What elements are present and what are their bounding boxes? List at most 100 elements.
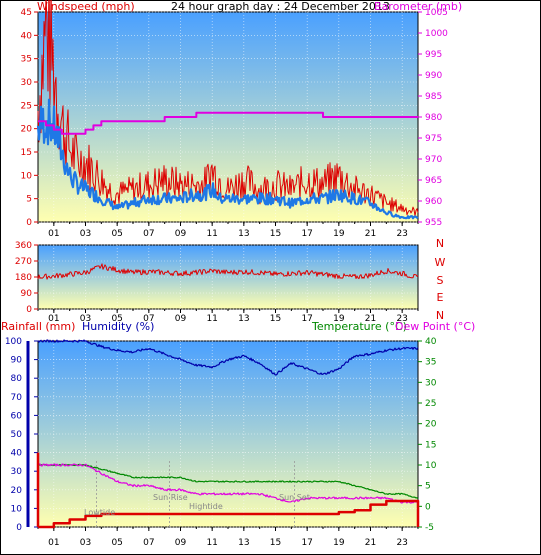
y2-tick-label: 15: [425, 440, 436, 450]
x-tick-label: 03: [80, 229, 91, 239]
y-tick-label: 45: [21, 8, 32, 18]
annotation-sunrise: Sun Rise: [153, 493, 188, 502]
x-tick-label: 15: [270, 538, 281, 548]
windspeed-axis-label: Windspeed (mph): [37, 0, 135, 13]
x-tick-label: 23: [396, 229, 407, 239]
y2-tick-label: 960: [425, 197, 442, 207]
y-tick-label: 80: [11, 374, 23, 384]
x-tick-label: 01: [48, 314, 59, 324]
y-tick-label: 0: [26, 218, 32, 228]
legend-temperature: Temperature (°C): [311, 320, 407, 333]
x-tick-label: 09: [175, 229, 187, 239]
graph-title: 24 hour graph day : 24 December 2013: [171, 0, 390, 13]
compass-label: N: [436, 309, 444, 322]
y2-tick-label: 5: [425, 482, 431, 492]
y-tick-label: 0: [16, 523, 22, 533]
average-series-line: [36, 98, 419, 220]
x-tick-label: 05: [111, 314, 122, 324]
y2-tick-label: -5: [425, 523, 434, 533]
y-tick-label: 360: [15, 241, 32, 251]
x-tick-label: 03: [80, 314, 91, 324]
y2-tick-label: 20: [425, 420, 437, 430]
dewpoint-series-line: [37, 463, 419, 504]
y-tick-label: 90: [21, 289, 33, 299]
y-tick-label: 10: [21, 171, 33, 181]
y-tick-label: 0: [26, 305, 32, 315]
x-tick-label: 01: [48, 229, 59, 239]
temperature-series-line: [37, 463, 419, 500]
y2-tick-label: 10: [425, 461, 437, 471]
legend-humidity: Humidity (%): [82, 320, 154, 333]
y2-tick-label: 30: [425, 378, 437, 388]
x-tick-label: 17: [301, 229, 312, 239]
x-tick-label: 15: [270, 229, 281, 239]
annotation-hightide: Hightide: [189, 502, 223, 511]
x-tick-label: 11: [206, 229, 217, 239]
x-tick-label: 05: [111, 538, 122, 548]
x-tick-label: 09: [175, 314, 187, 324]
x-tick-label: 13: [238, 538, 249, 548]
x-tick-label: 09: [175, 538, 187, 548]
legend-dewpoint: Dew Point (°C): [395, 320, 475, 333]
compass-label: N: [436, 237, 444, 250]
y2-tick-label: 1005: [425, 8, 448, 18]
y2-tick-label: 975: [425, 134, 442, 144]
x-tick-label: 07: [143, 229, 154, 239]
y-tick-label: 20: [11, 486, 23, 496]
x-tick-label: 19: [333, 229, 345, 239]
y-tick-label: 10: [11, 504, 23, 514]
y2-tick-label: 25: [425, 399, 436, 409]
barometer-series-line: [38, 111, 418, 135]
y-tick-label: 90: [11, 356, 23, 366]
x-tick-label: 01: [48, 538, 59, 548]
y2-tick-label: 980: [425, 113, 442, 123]
humidity-series-line: [37, 339, 419, 376]
x-tick-label: 17: [301, 538, 312, 548]
x-tick-label: 21: [365, 314, 376, 324]
y-tick-label: 70: [11, 393, 23, 403]
x-tick-label: 23: [396, 538, 407, 548]
x-tick-label: 19: [333, 314, 345, 324]
x-tick-label: 11: [206, 314, 217, 324]
y-tick-label: 40: [11, 449, 23, 459]
y-tick-label: 40: [21, 31, 33, 41]
x-tick-label: 11: [206, 538, 217, 548]
y2-tick-label: 1000: [425, 29, 448, 39]
x-tick-label: 07: [143, 538, 154, 548]
x-tick-label: 13: [238, 229, 249, 239]
x-tick-label: 13: [238, 314, 249, 324]
y2-tick-label: 985: [425, 92, 442, 102]
rainfall-series-line: [38, 499, 420, 529]
y2-tick-label: 35: [425, 358, 436, 368]
y-tick-label: 25: [21, 101, 32, 111]
compass-label: S: [437, 274, 444, 287]
x-tick-label: 19: [333, 538, 345, 548]
y2-tick-label: 965: [425, 176, 442, 186]
y-tick-label: 35: [21, 55, 32, 65]
chart-marks: [36, 0, 420, 529]
x-tick-label: 23: [396, 314, 407, 324]
annotation-sunset: Sun Set: [279, 493, 310, 502]
y2-tick-label: 0: [425, 502, 431, 512]
x-tick-label: 03: [80, 538, 91, 548]
annotation-lowtide: Lowtide: [84, 508, 115, 517]
x-tick-label: 05: [111, 229, 122, 239]
x-tick-label: 21: [365, 538, 376, 548]
y-tick-label: 30: [21, 78, 33, 88]
x-tick-label: 15: [270, 314, 281, 324]
y-tick-label: 20: [21, 125, 33, 135]
y2-tick-label: 990: [425, 71, 442, 81]
y-tick-label: 180: [15, 273, 32, 283]
compass-label: E: [437, 291, 444, 304]
legend-rainfall: Rainfall (mm): [1, 320, 75, 333]
winddir-series-line: [37, 263, 419, 280]
x-tick-label: 21: [365, 229, 376, 239]
y-tick-label: 50: [11, 430, 23, 440]
y-tick-label: 5: [26, 195, 32, 205]
compass-label: W: [435, 256, 446, 269]
y-tick-label: 270: [15, 257, 32, 267]
y2-tick-label: 995: [425, 50, 442, 60]
y2-tick-label: 40: [425, 337, 437, 347]
